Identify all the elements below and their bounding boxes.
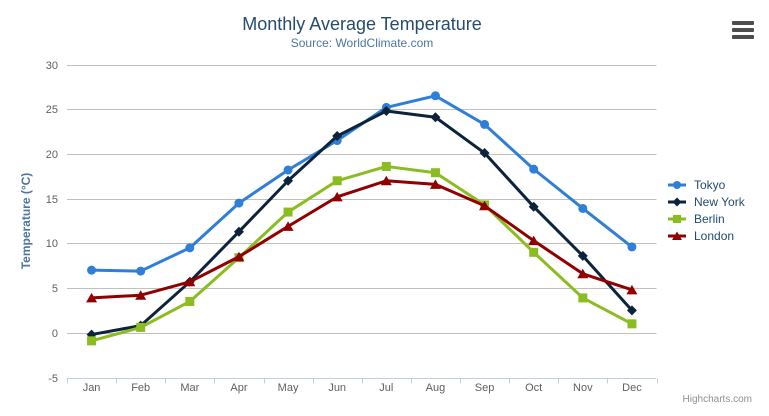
circle-marker [87,265,97,275]
circle-legend-marker-icon [668,180,686,189]
chart-title: Monthly Average Temperature [242,14,482,34]
legend-label: London [694,228,735,243]
series-line-london [90,179,634,300]
circle-marker [283,165,293,175]
hamburger-bar [732,21,754,25]
triangle-marker [577,268,589,279]
diamond-marker [233,226,244,237]
square-marker [87,336,97,346]
credits-link[interactable]: Highcharts.com [682,394,752,405]
y-axis-tick-label: 30 [46,60,58,72]
y-axis-tick-label: 15 [46,194,58,206]
y-axis-title: Temperature (°C) [19,173,33,270]
triangle-marker [184,276,196,287]
x-axis-tick-label: Aug [426,382,446,394]
diamond-marker [430,112,441,123]
hamburger-icon [732,21,754,39]
triangle-marker [429,179,441,189]
series-new-york[interactable] [86,106,637,340]
y-axis-tick-label: 20 [46,149,58,161]
y-axis-tick-label: -5 [48,373,58,385]
legend-item-berlin[interactable]: Berlin [668,210,745,227]
x-axis-tick-label: Jul [379,382,393,394]
context-menu-button[interactable] [732,21,754,39]
diamond-marker [672,197,682,206]
x-axis-tick-label: Jun [328,382,346,394]
chart-subtitle: Source: WorldClimate.com [290,36,434,50]
triangle-marker [380,175,392,186]
circle-marker [672,180,682,189]
diamond-marker [626,305,637,316]
square-marker [672,214,682,223]
triangle-marker [528,235,540,246]
circle-marker [136,266,146,276]
legend-item-new-york[interactable]: New York [668,193,745,210]
y-axis-tick-label: 0 [52,328,58,340]
circle-marker [578,203,588,213]
series-tokyo[interactable] [87,91,637,276]
diamond-legend-marker-icon [668,197,686,206]
triangle-marker [626,284,638,295]
hamburger-bar [732,28,754,32]
x-axis-tick-label: Nov [573,382,593,394]
triangle-marker [479,200,491,211]
diamond-marker [528,201,539,212]
circle-marker [234,198,244,208]
diamond-marker [283,175,294,186]
series-london[interactable] [86,175,638,303]
circle-marker [430,91,440,101]
hamburger-bar [732,35,754,39]
circle-marker [480,119,490,129]
triangle-marker [135,290,147,300]
square-legend-marker-icon [668,214,686,223]
x-axis-tick-label: Oct [525,382,542,394]
diamond-marker [381,106,392,117]
triangle-marker [331,191,343,202]
square-marker [578,293,588,303]
series-line-new-york [90,109,634,337]
triangle-marker [282,221,294,231]
square-marker [283,207,293,217]
x-axis-tick-label: Mar [180,382,199,394]
triangle-marker [233,251,245,262]
square-marker [529,247,539,257]
x-axis-tick-label: Apr [230,382,247,394]
triangle-marker [86,292,98,303]
square-marker [185,296,195,306]
legend-item-tokyo[interactable]: Tokyo [668,176,745,193]
y-axis-tick-label: 10 [46,238,58,250]
square-marker [381,161,391,171]
x-axis-tick-label: Jan [83,382,101,394]
circle-marker [185,243,195,253]
legend-label: Tokyo [694,177,726,192]
square-marker [136,322,146,332]
diamond-marker [479,148,490,159]
legend: Tokyo New York Berlin London [668,176,745,244]
legend-label: New York [694,194,745,209]
square-marker [332,176,342,186]
y-axis-tick-label: 25 [46,104,58,116]
triangle-marker [672,231,682,240]
y-axis-tick-label: 5 [52,283,58,295]
triangle-legend-marker-icon [668,231,686,240]
x-axis-tick-label: Sep [475,382,495,394]
circle-marker [627,242,637,252]
circle-marker [529,164,539,174]
diamond-marker [332,131,343,142]
square-marker [430,168,440,178]
legend-item-london[interactable]: London [668,227,745,244]
diamond-marker [577,250,588,261]
x-axis-tick-label: Dec [622,382,642,394]
legend-label: Berlin [694,211,725,226]
series-line-berlin [90,164,634,343]
x-axis-tick-label: Feb [131,382,150,394]
x-axis-tick-label: May [278,382,299,394]
square-marker [627,319,637,329]
